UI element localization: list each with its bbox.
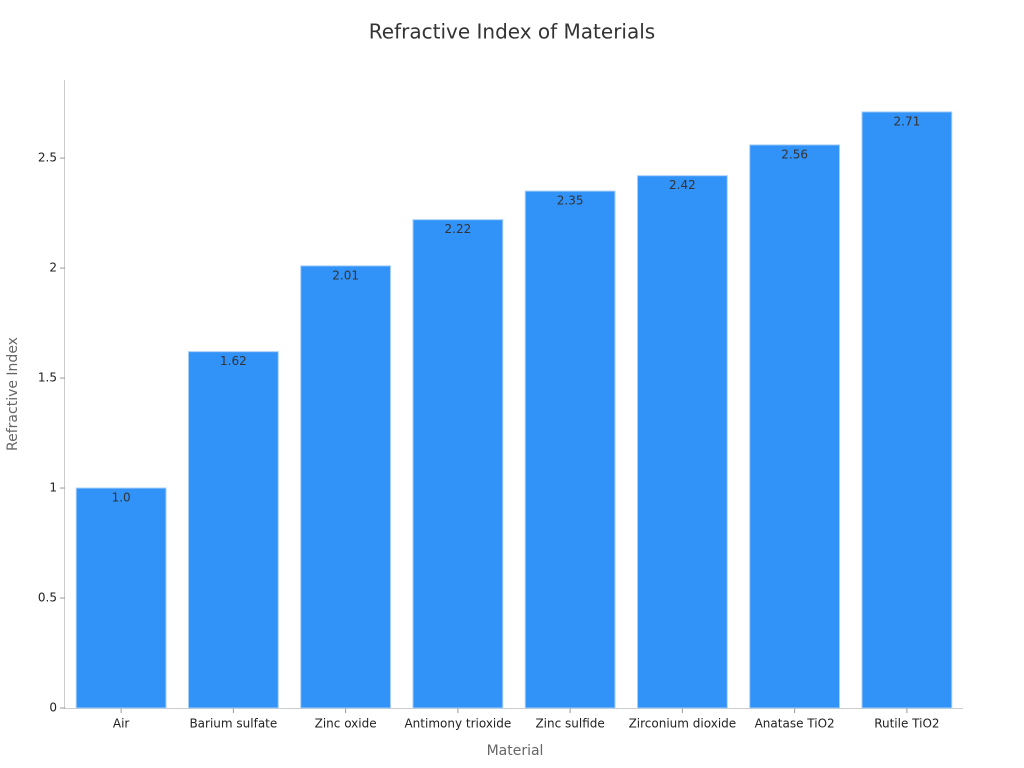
x-tick-label: Zinc sulfide	[535, 717, 604, 731]
y-tick-label: 2.5	[38, 151, 57, 165]
y-tick-label: 0	[49, 701, 57, 715]
value-label: 2.42	[669, 178, 696, 192]
y-tick-label: 2	[49, 261, 57, 275]
x-tick-label: Zirconium dioxide	[629, 717, 737, 731]
bar	[300, 265, 392, 709]
y-tick-label: 0.5	[38, 591, 57, 605]
x-tick-label: Rutile TiO2	[874, 717, 939, 731]
x-tick-label: Barium sulfate	[189, 717, 277, 731]
value-label: 2.71	[894, 114, 921, 128]
y-tick-label: 1	[49, 481, 57, 495]
x-tick-label: Zinc oxide	[315, 717, 377, 731]
bar	[524, 190, 616, 709]
x-axis-title: Material	[487, 743, 544, 759]
x-tick-label: Air	[113, 717, 130, 731]
bar	[187, 351, 279, 709]
bar	[75, 487, 167, 709]
x-tick-label: Anatase TiO2	[755, 717, 835, 731]
x-tick-label: Antimony trioxide	[404, 717, 511, 731]
bar	[861, 111, 953, 709]
value-label: 1.0	[112, 491, 131, 505]
value-label: 1.62	[220, 354, 247, 368]
value-label: 2.56	[781, 147, 808, 161]
chart-title: Refractive Index of Materials	[369, 20, 655, 44]
value-label: 2.01	[332, 268, 359, 282]
value-label: 2.22	[445, 222, 472, 236]
bar	[636, 175, 728, 709]
value-label: 2.35	[557, 194, 584, 208]
y-tick-label: 1.5	[38, 371, 57, 385]
y-axis-title: Refractive Index	[5, 337, 21, 451]
bar	[749, 144, 841, 709]
bar	[412, 219, 504, 709]
